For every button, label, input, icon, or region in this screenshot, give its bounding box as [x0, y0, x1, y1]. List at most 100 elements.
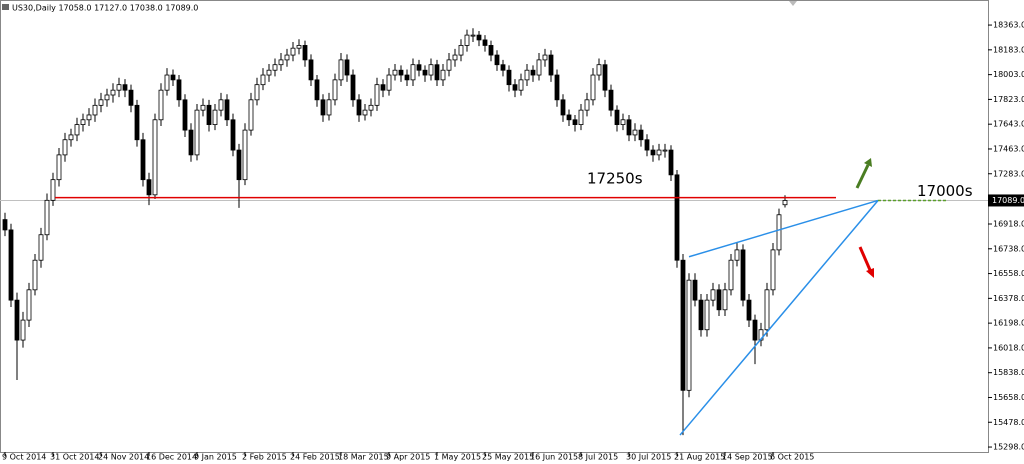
candle-body — [206, 104, 212, 125]
candle-body — [722, 289, 728, 311]
candle-body — [632, 129, 638, 136]
candle-body — [278, 59, 284, 66]
candle-body — [734, 249, 740, 261]
x-tick-label: 16 Jun 2015 — [530, 453, 578, 462]
candle-body — [728, 259, 734, 291]
candle-body — [464, 34, 470, 46]
candle-body — [680, 259, 686, 391]
candle-body — [116, 84, 122, 91]
candle-body — [560, 99, 566, 116]
x-tick-label: 30 Jul 2015 — [626, 453, 671, 462]
x-tick-label: 31 Oct 2014 — [50, 453, 99, 462]
candle-body — [344, 59, 350, 76]
x-tick-label: 25 May 2015 — [482, 453, 534, 462]
candle-body — [338, 59, 344, 81]
candle-body — [188, 129, 194, 156]
candle-body — [242, 129, 248, 181]
x-tick-label: 16 Dec 2014 — [146, 453, 197, 462]
y-tick-label: 16018.0 — [993, 343, 1024, 352]
y-tick-label: 16918.0 — [993, 220, 1024, 229]
candle-body — [746, 299, 752, 321]
candle-body — [254, 84, 260, 101]
annotation: 17250s — [587, 169, 643, 187]
candle-body — [14, 299, 20, 341]
candle-body — [32, 259, 38, 291]
candle-body — [170, 74, 176, 81]
candle-body — [224, 99, 230, 121]
y-tick-label: 17283.0 — [993, 169, 1024, 178]
candle-body — [530, 69, 536, 76]
x-tick-label: 6 Oct 2015 — [770, 453, 814, 462]
arrows — [855, 158, 874, 278]
candle-body — [704, 299, 710, 331]
candle-body — [686, 279, 692, 391]
candle-body — [176, 79, 182, 101]
candle-body — [152, 119, 158, 196]
candle-body — [50, 179, 56, 201]
candle-body — [44, 199, 50, 236]
trendline — [688, 199, 879, 258]
candle-body — [578, 109, 584, 125]
candle-body — [638, 129, 644, 141]
candle-body — [104, 94, 110, 101]
candle-body — [68, 134, 74, 141]
candle-body — [416, 64, 422, 71]
candle-body — [782, 200, 788, 206]
candle-body — [716, 289, 722, 311]
candle-body — [284, 54, 290, 61]
candle-body — [692, 279, 698, 301]
candle-body — [764, 289, 770, 331]
candle-body — [710, 289, 716, 301]
candle-body — [542, 54, 548, 61]
candle-body — [38, 234, 44, 261]
candle-body — [512, 84, 518, 91]
candle-body — [86, 114, 92, 121]
candle-body — [320, 99, 326, 116]
y-tick-label: 16738.0 — [993, 244, 1024, 253]
candle-body — [470, 34, 476, 37]
candle-body — [548, 54, 554, 76]
plot-frame — [0, 0, 989, 453]
candle-body — [356, 99, 362, 116]
candle-body — [602, 64, 608, 91]
candle-body — [584, 99, 590, 111]
candle-body — [620, 119, 626, 125]
annotation: 17000s — [917, 182, 973, 200]
trendline — [679, 199, 879, 436]
candle-body — [62, 139, 68, 156]
candle-body — [164, 74, 170, 91]
y-tick-label: 17823.0 — [993, 95, 1024, 104]
candle-body — [326, 99, 332, 116]
candle-body — [260, 74, 266, 86]
y-tick-label: 17643.0 — [993, 120, 1024, 129]
candle-body — [566, 114, 572, 121]
candle-body — [380, 84, 386, 91]
candle-body — [158, 89, 164, 121]
candle-body — [296, 45, 302, 49]
candle-body — [404, 74, 410, 81]
candle-body — [524, 69, 530, 81]
candle-body — [386, 74, 392, 91]
header: US30,Daily 17058.0 17127.0 17038.0 17089… — [12, 4, 198, 13]
candle-body — [248, 99, 254, 131]
candle-body — [494, 54, 500, 66]
candle-body — [182, 99, 188, 131]
candle-body — [80, 119, 86, 125]
candle-body — [266, 69, 272, 76]
x-tick-label: 24 Nov 2014 — [98, 453, 149, 462]
candle-body — [554, 74, 560, 101]
candle-body — [422, 69, 428, 76]
x-tick-label: 21 Aug 2015 — [674, 453, 725, 462]
x-tick-label: 24 Feb 2015 — [290, 453, 340, 462]
candle-body — [434, 64, 440, 81]
candle-body — [392, 69, 398, 76]
candle-body — [590, 74, 596, 101]
candle-body — [146, 179, 152, 196]
y-tick-label: 16198.0 — [993, 319, 1024, 328]
candle-body — [8, 229, 14, 301]
candle-body — [440, 69, 446, 81]
candle-body — [290, 47, 296, 56]
candle-body — [398, 69, 404, 76]
candle-body — [212, 109, 218, 125]
